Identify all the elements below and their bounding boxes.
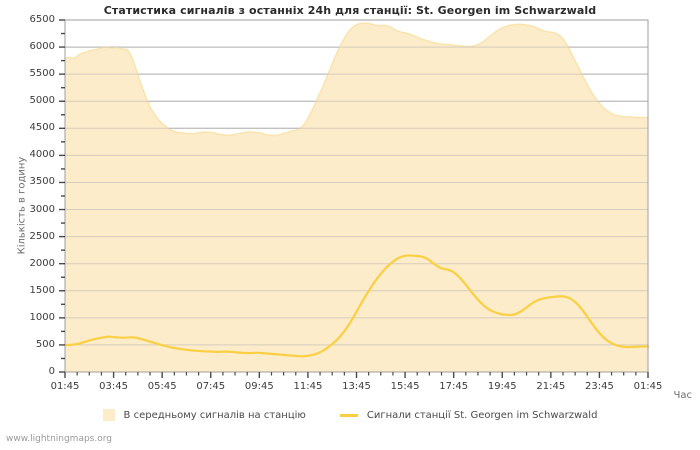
x-tick-label: 11:45 — [293, 381, 323, 392]
chart-title: Статистика сигналів з останніх 24h для с… — [103, 4, 597, 17]
legend-label-station: Сигнали станції St. Georgen im Schwarzwa… — [366, 409, 598, 421]
line-swatch-icon — [339, 413, 358, 417]
x-tick-label: 07:45 — [196, 381, 226, 392]
x-tick-label: 17:45 — [439, 381, 469, 392]
source-url: www.lightningmaps.org — [6, 434, 112, 444]
y-tick-label: 3500 — [29, 176, 55, 188]
y-tick-label: 4000 — [29, 149, 55, 161]
y-tick-label: 4500 — [29, 122, 55, 134]
y-tick-label: 6000 — [29, 41, 55, 53]
y-tick-label: 1500 — [29, 284, 55, 296]
y-tick-label: 2500 — [29, 230, 55, 242]
area-swatch-icon — [102, 409, 115, 421]
y-tick-label: 1000 — [29, 311, 55, 323]
x-tick-label: 21:45 — [536, 381, 566, 392]
x-tick-label: 09:45 — [244, 381, 274, 392]
y-tick-label: 5000 — [29, 95, 55, 107]
x-axis-title: Час — [673, 390, 692, 401]
legend-label-average: В середньому сигналів на станцію — [123, 409, 306, 421]
x-tick-label: 23:45 — [584, 381, 614, 392]
x-tick-label: 01:45 — [633, 381, 663, 392]
y-tick-label: 5500 — [29, 68, 55, 80]
y-tick-label: 500 — [35, 338, 55, 350]
legend-item-average: В середньому сигналів на станцію — [102, 409, 306, 421]
x-tick-label: 13:45 — [342, 381, 371, 392]
y-tick-label: 0 — [48, 366, 55, 377]
legend-item-station: Сигнали станції St. Georgen im Schwarzwa… — [339, 409, 598, 421]
y-tick-label: 2000 — [29, 257, 55, 269]
y-tick-label: 3000 — [29, 203, 55, 215]
y-tick-label: 6500 — [29, 14, 55, 25]
x-tick-label: 01:45 — [50, 381, 80, 392]
x-tick-label: 15:45 — [390, 381, 420, 392]
x-tick-label: 03:45 — [99, 381, 128, 392]
chart-legend: В середньому сигналів на станцію Сигнали… — [0, 409, 700, 421]
x-tick-label: 19:45 — [487, 381, 517, 392]
x-tick-label: 05:45 — [147, 381, 177, 392]
